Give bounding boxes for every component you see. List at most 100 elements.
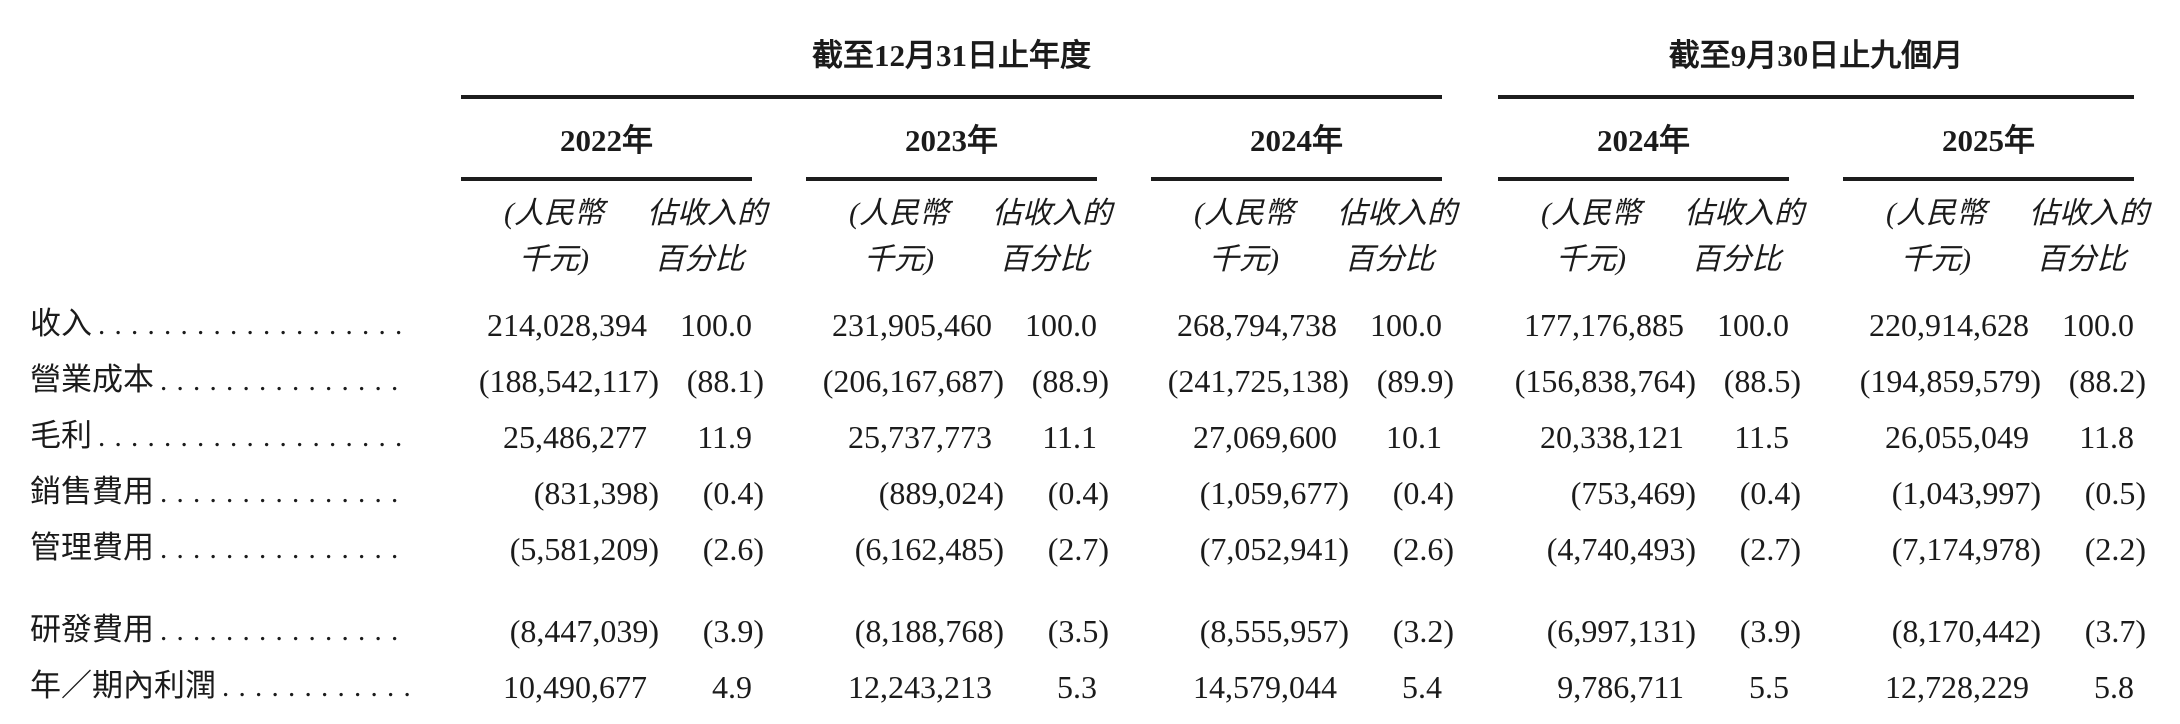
- spacer: [1789, 179, 1843, 283]
- cell-percent: 5.8: [2094, 669, 2135, 705]
- cell-percent: 100.0: [1025, 307, 1097, 343]
- year-header-row: 2022年 2023年 2024年 2024年 2025年: [30, 97, 2135, 181]
- cell-percent: (3.9): [702, 613, 764, 649]
- cell-amount: (156,838,764): [1514, 363, 1696, 399]
- cell-amount: (753,469): [1570, 475, 1696, 511]
- cell-percent: 5.5: [1749, 669, 1789, 705]
- cell-percent: 5.4: [1402, 669, 1442, 705]
- subheader-row: (人民幣 千元) 佔收入的 百分比 (人民幣 千元) 佔收入的 百分比 (人民幣…: [30, 179, 2149, 283]
- cell-amount: (8,555,957): [1199, 613, 1349, 649]
- cell-percent: 4.9: [712, 669, 752, 705]
- row-label-text: 營業成本: [30, 362, 154, 397]
- year-header-2024: 2024年: [1151, 97, 1442, 181]
- dot-leader: [222, 669, 409, 705]
- cell-percent: 11.9: [697, 419, 752, 455]
- cell-amount: 10,490,677: [503, 669, 647, 705]
- cell-amount: (889,024): [878, 475, 1004, 511]
- spacer: [1097, 179, 1151, 283]
- spacer: [752, 399, 806, 455]
- section-header-row: 截至12月31日止年度 截至9月30日止九個月: [30, 16, 2135, 99]
- cell-percent: 100.0: [2062, 307, 2135, 343]
- year-header-9m-2024: 2024年: [1498, 97, 1789, 181]
- cell-amount: 25,737,773: [848, 419, 992, 455]
- cell-amount: 214,028,394: [487, 307, 647, 343]
- spacer: [1789, 283, 1843, 343]
- cell-amount: (8,188,768): [854, 613, 1004, 649]
- cell-percent: (89.9): [1376, 363, 1454, 399]
- cell-amount: (7,174,978): [1891, 531, 2041, 567]
- subheader-percent: 佔收入的 百分比: [1684, 197, 1804, 276]
- cell-percent: (2.6): [702, 531, 764, 567]
- cell-amount: 12,243,213: [848, 669, 992, 705]
- spacer: [1789, 649, 1843, 705]
- cell-amount: (6,162,485): [854, 531, 1004, 567]
- year-header-2023: 2023年: [806, 97, 1097, 181]
- dot-leader: [160, 475, 409, 511]
- cell-percent: (88.1): [686, 363, 764, 399]
- dot-leader: [160, 613, 409, 649]
- spacer: [30, 97, 461, 179]
- row-label: 毛利: [30, 399, 461, 455]
- section-title-nine-months: 截至9月30日止九個月: [1498, 16, 2135, 99]
- row-label-text: 銷售費用: [30, 474, 154, 509]
- row-label: 年／期內利潤: [30, 649, 461, 705]
- table-row: 銷售費用 (831,398) (0.4) (889,024) (0.4) (1,059,6…: [30, 455, 2147, 511]
- cell-percent: 100.0: [680, 307, 752, 343]
- cell-percent: (3.5): [1047, 613, 1109, 649]
- cell-amount: 177,176,885: [1524, 307, 1684, 343]
- spacer: [752, 97, 806, 179]
- table-row: 管理費用 (5,581,209) (2.6) (6,162,485) (2.7) (7,0…: [30, 511, 2146, 567]
- table-row: 研發費用 (8,447,039) (3.9) (8,188,768) (3.5) (8,5…: [30, 567, 2147, 649]
- spacer: [1442, 16, 1498, 97]
- row-label-text: 管理費用: [30, 530, 154, 565]
- cell-amount: 220,914,628: [1869, 307, 2029, 343]
- spacer: [1442, 649, 1498, 705]
- row-label-text: 年／期內利潤: [30, 668, 216, 703]
- spacer: [1442, 179, 1498, 283]
- row-label-text: 毛利: [30, 418, 92, 453]
- cell-percent: (88.5): [1723, 363, 1801, 399]
- table-body: 收入 214,028,394 100.0 231,905,460 100.0 268,79…: [30, 283, 2147, 705]
- cell-percent: (0.4): [1392, 475, 1454, 511]
- dot-leader: [160, 531, 409, 567]
- row-label-text: 收入: [30, 306, 92, 341]
- spacer: [1097, 649, 1151, 705]
- cell-amount: 25,486,277: [503, 419, 647, 455]
- cell-percent: (3.7): [2084, 613, 2147, 649]
- dot-leader: [160, 363, 409, 399]
- spacer: [752, 283, 806, 343]
- spacer: [752, 179, 806, 283]
- spacer: [1789, 399, 1843, 455]
- cell-amount: (8,170,442): [1891, 613, 2041, 649]
- cell-amount: (5,581,209): [509, 531, 659, 567]
- dot-leader: [98, 307, 409, 343]
- cell-percent: 100.0: [1370, 307, 1442, 343]
- subheader-percent: 佔收入的 百分比: [2029, 197, 2149, 276]
- cell-amount: (188,542,117): [478, 363, 659, 399]
- year-header-9m-2025: 2025年: [1843, 97, 2135, 181]
- row-label: 收入: [30, 283, 461, 343]
- row-label-text: 研發費用: [30, 612, 154, 647]
- cell-amount: 27,069,600: [1193, 419, 1337, 455]
- cell-percent: (2.6): [1392, 531, 1454, 567]
- spacer: [1442, 399, 1498, 455]
- subheader-percent: 佔收入的 百分比: [647, 197, 767, 276]
- cell-amount: (241,725,138): [1167, 363, 1349, 399]
- spacer: [1097, 283, 1151, 343]
- row-label: 銷售費用: [30, 455, 461, 511]
- spacer: [1097, 97, 1151, 179]
- subheader-percent: 佔收入的 百分比: [992, 197, 1112, 276]
- cell-amount: (6,997,131): [1546, 613, 1696, 649]
- cell-amount: (831,398): [533, 475, 659, 511]
- cell-percent: (0.5): [2084, 475, 2147, 511]
- cell-amount: 231,905,460: [832, 307, 992, 343]
- cell-amount: 12,728,229: [1885, 669, 2029, 705]
- table-row: 毛利 25,486,277 11.9 25,737,773 11.1 27,069,600…: [30, 399, 2134, 455]
- subheader-currency: (人民幣 千元): [1194, 197, 1294, 276]
- row-label: 研發費用: [30, 567, 461, 649]
- cell-percent: 11.1: [1042, 419, 1097, 455]
- row-label: 管理費用: [30, 511, 461, 567]
- spacer: [1789, 97, 1843, 179]
- table-row: 收入 214,028,394 100.0 231,905,460 100.0 268,79…: [30, 283, 2134, 343]
- cell-amount: (206,167,687): [822, 363, 1004, 399]
